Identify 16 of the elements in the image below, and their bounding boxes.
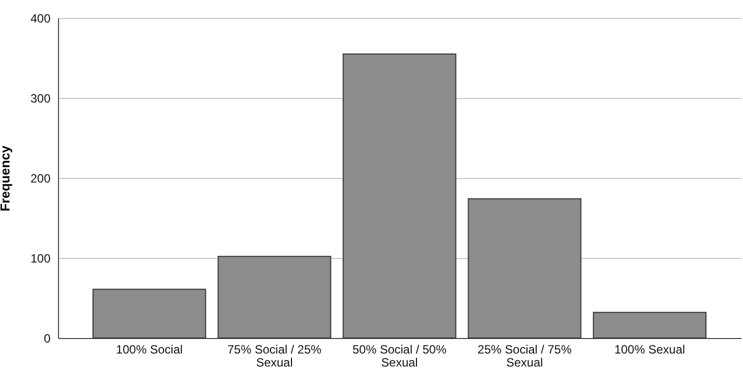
x-tick-label: 25% Social / 75% Sexual: [478, 342, 572, 370]
bar: [592, 312, 706, 338]
y-tick-label: 100: [30, 252, 51, 266]
x-tick-label: 75% Social / 25% Sexual: [227, 342, 322, 370]
y-tick-label: 300: [30, 92, 51, 106]
bar: [468, 198, 582, 338]
x-tick-label: 50% Social / 50% Sexual: [352, 342, 447, 370]
x-tick-label: 100% Social: [116, 342, 183, 356]
bar: [92, 288, 206, 338]
y-tick-label: 0: [44, 332, 51, 346]
x-tick-label: 100% Sexual: [614, 342, 686, 356]
bar: [218, 256, 332, 338]
bar: [342, 54, 456, 338]
y-tick-label: 200: [30, 172, 51, 186]
y-axis-title: Frequency: [0, 144, 12, 212]
y-tick-label: 400: [30, 12, 51, 26]
